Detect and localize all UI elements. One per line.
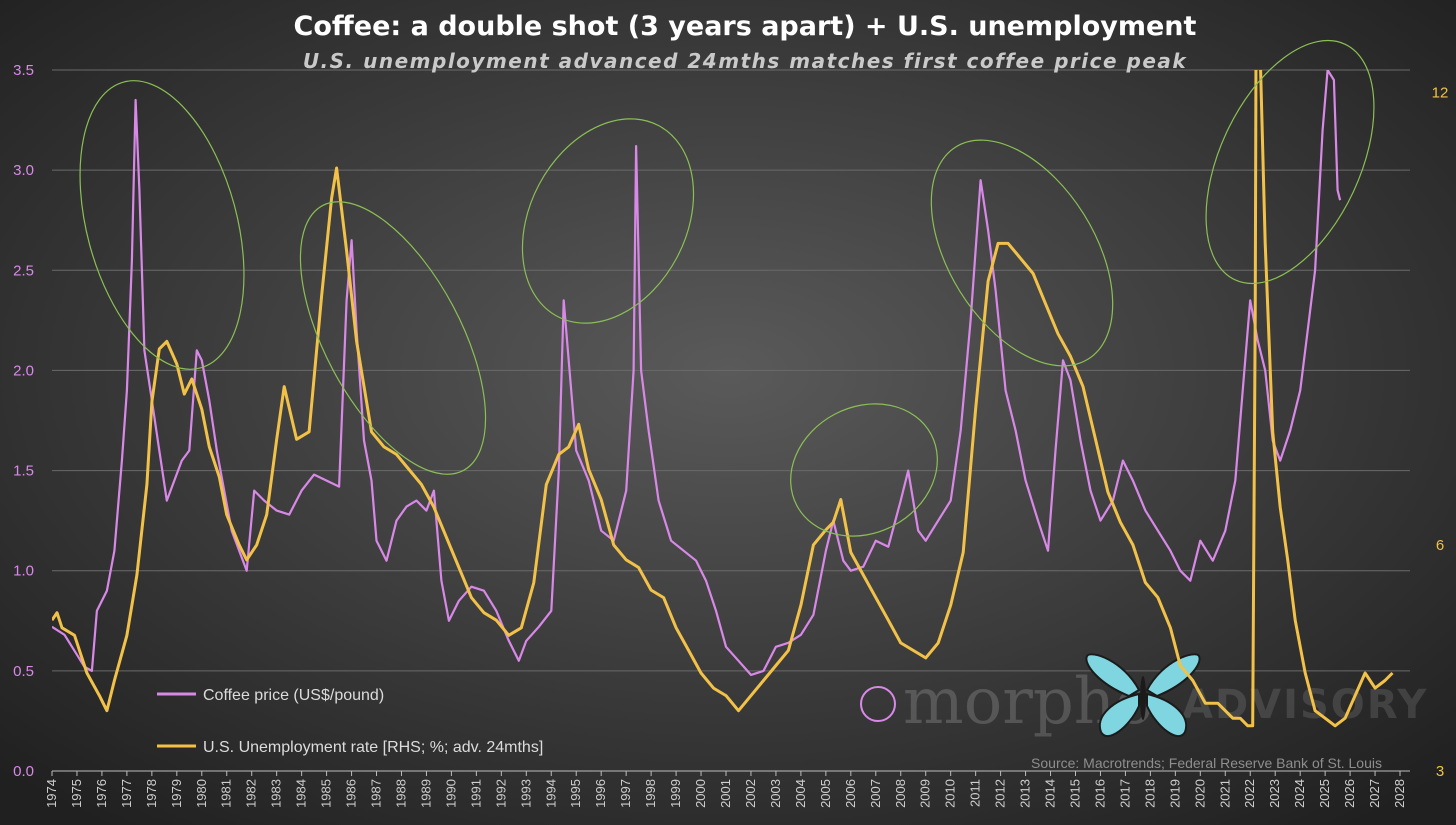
x-tick-label: 2017	[1117, 779, 1132, 808]
x-tick-label: 1981	[219, 779, 234, 808]
watermark: © morpho ADVISORY	[860, 653, 1428, 739]
highlight-ellipses	[79, 39, 1375, 537]
chart-subtitle: U.S. unemployment advanced 24mths matche…	[303, 49, 1188, 73]
x-tick-label: 1978	[144, 779, 159, 808]
y-left-tick-label: 3.5	[13, 62, 34, 79]
x-tick-label: 2028	[1392, 779, 1407, 808]
x-tick-label: 1983	[269, 779, 284, 808]
y-axis-left: 0.0 0.5 1.0 1.5 2.0 2.5 3.0 3.5	[13, 62, 34, 780]
legend: Coffee price (US$/pound) U.S. Unemployme…	[157, 687, 543, 756]
x-tick-label: 1979	[169, 779, 184, 808]
highlight-ellipse-1977	[79, 80, 245, 370]
x-tick-label: 1988	[393, 779, 408, 808]
x-tick-label: 2003	[768, 779, 783, 808]
x-tick-label: 2015	[1067, 779, 1082, 808]
y-left-tick-label: 1.0	[13, 563, 34, 580]
x-tick-label: 2000	[693, 779, 708, 808]
y-left-tick-label: 0.0	[13, 763, 34, 780]
x-tick-label: 2011	[968, 779, 983, 807]
x-tick-label: 2001	[718, 779, 733, 808]
x-tick-label: 2024	[1292, 779, 1307, 808]
series-line-0	[52, 70, 1342, 676]
x-tick-label: 1984	[294, 779, 309, 808]
x-tick-label: 2014	[1043, 779, 1058, 808]
highlight-ellipse-1997	[521, 118, 695, 324]
x-tick-label: 1998	[643, 779, 658, 808]
x-tick-label: 1987	[369, 779, 384, 808]
y-left-tick-label: 2.5	[13, 262, 34, 279]
x-tick-label: 2021	[1217, 779, 1232, 808]
x-tick-label: 2016	[1092, 779, 1107, 808]
x-tick-label: 1994	[543, 779, 558, 808]
highlight-ellipse-2006	[790, 403, 938, 537]
x-axis: 1974 1975 1976 1977 1978 1979 1980 1981 1982 1983…	[44, 770, 1410, 808]
highlight-ellipse-2024	[1205, 39, 1375, 285]
x-tick-label: 1982	[244, 779, 259, 808]
source-note: Source: Macrotrends; Federal Reserve Ban…	[1031, 755, 1382, 771]
copyright-circle-icon	[860, 686, 896, 722]
x-tick-label: 2013	[1018, 779, 1033, 808]
y-left-tick-label: 3.0	[13, 162, 34, 179]
x-tick-label: 2019	[1167, 779, 1182, 808]
y-right-tick-label: 6	[1436, 537, 1444, 554]
x-tick-label: 1989	[418, 779, 433, 808]
legend-label-unemployment: U.S. Unemployment rate [RHS; %; adv. 24m…	[203, 739, 543, 756]
x-tick-label: 2026	[1342, 779, 1357, 808]
x-tick-label: 2012	[993, 779, 1008, 808]
x-tick-label: 2005	[818, 779, 833, 808]
x-tick-label: 1990	[443, 779, 458, 808]
y-left-tick-label: 2.0	[13, 362, 34, 379]
x-tick-label: 2006	[843, 779, 858, 808]
x-tick-label: 2018	[1142, 779, 1157, 808]
y-left-tick-label: 0.5	[13, 663, 34, 680]
chart-title: Coffee: a double shot (3 years apart) + …	[294, 11, 1197, 42]
x-tick-label: 2010	[943, 779, 958, 808]
x-tick-label: 2027	[1367, 779, 1382, 808]
legend-label-coffee: Coffee price (US$/pound)	[203, 687, 384, 704]
y-left-tick-label: 1.5	[13, 463, 34, 480]
x-tick-label: 2004	[793, 779, 808, 808]
series-layer	[52, 70, 1394, 728]
x-tick-label: 1993	[518, 779, 533, 808]
x-tick-label: 1976	[94, 779, 109, 808]
x-tick-label: 2022	[1242, 779, 1257, 808]
watermark-tail: ADVISORY	[1182, 682, 1428, 728]
x-tick-label: 1977	[119, 779, 134, 808]
x-tick-label: 2025	[1317, 779, 1332, 808]
x-tick-label: 1986	[344, 779, 359, 808]
highlight-ellipse-2012	[930, 139, 1114, 367]
x-tick-label: 2020	[1192, 779, 1207, 808]
x-tick-label: 1996	[593, 779, 608, 808]
x-tick-label: 1974	[44, 779, 59, 808]
y-axis-right: 3 6 12	[1432, 85, 1449, 780]
x-tick-label: 2007	[868, 779, 883, 808]
x-tick-label: 1985	[319, 779, 334, 808]
butterfly-icon	[1085, 653, 1201, 738]
x-tick-label: 2008	[893, 779, 908, 808]
x-tick-label: 1991	[468, 779, 483, 808]
x-tick-label: 2009	[918, 779, 933, 808]
x-tick-label: 2023	[1267, 779, 1282, 808]
x-tick-label: 1992	[493, 779, 508, 808]
y-right-tick-label: 3	[1436, 763, 1444, 780]
x-tick-label: 1997	[618, 779, 633, 808]
x-tick-label: 1975	[69, 779, 84, 808]
x-tick-label: 1980	[194, 779, 209, 808]
x-tick-label: 1999	[668, 779, 683, 808]
x-tick-label: 2002	[743, 779, 758, 808]
highlight-ellipse-1986	[299, 201, 487, 475]
x-tick-label: 1995	[568, 779, 583, 808]
y-right-tick-label: 12	[1432, 85, 1449, 102]
series-line-1	[52, 70, 1394, 728]
